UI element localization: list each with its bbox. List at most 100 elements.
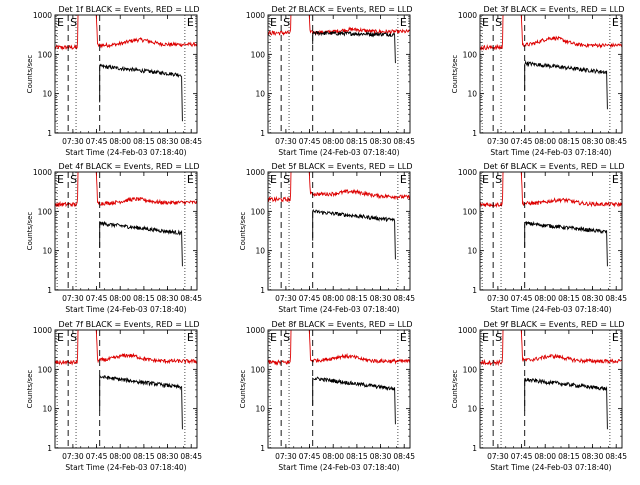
chart-panel: Det 5f BLACK = Events, RED = LLD Counts/s… [239,162,415,314]
marker-label: S [283,331,290,344]
y-tick-label: 100 [463,365,478,374]
x-tick-label: 08:15 [346,294,368,303]
y-tick-label: 100 [38,365,53,374]
chart-title: Det 1f BLACK = Events, RED = LLD [58,5,199,14]
y-tick-label: 1 [260,129,265,138]
y-tick-label: 10 [467,90,477,99]
x-tick-label: 08:00 [322,137,344,146]
x-tick-label: 07:30 [62,452,84,461]
x-tick-label: 08:30 [370,137,392,146]
y-tick-label: 100 [251,50,266,59]
x-tick-label: 07:45 [86,294,108,303]
chart-panel: Det 3f BLACK = Events, RED = LLD Counts/s… [451,5,627,157]
x-tick-label: 08:15 [558,452,580,461]
y-tick-label: 1 [47,286,52,295]
y-tick-label: 10 [255,90,265,99]
marker-label: E [400,16,407,29]
y-tick-label: 1000 [246,11,265,20]
y-tick-label: 10 [42,90,52,99]
series-line-lld [268,172,410,203]
y-tick-label: 10 [467,247,477,256]
x-tick-label: 07:45 [299,137,321,146]
series-line-lld [268,330,410,366]
y-tick-label: 1000 [33,326,52,335]
x-tick-label: 08:30 [157,294,179,303]
series-line-events [99,63,183,122]
y-tick-label: 1000 [458,11,477,20]
y-tick-label: 1 [260,444,265,453]
y-tick-label: 1000 [458,168,477,177]
chart-title: Det 6f BLACK = Events, RED = LLD [483,162,624,171]
plot-frame [267,171,411,291]
series-line-events [99,220,183,267]
x-tick-label: 07:30 [275,294,297,303]
x-tick-label: 08:00 [534,294,556,303]
series-line-events [524,220,608,267]
y-tick-label: 10 [42,247,52,256]
x-tick-label: 08:15 [346,452,368,461]
x-tick-label: 08:45 [393,137,415,146]
x-tick-label: 08:00 [109,452,131,461]
x-tick-label: 07:45 [511,452,533,461]
x-tick-label: 07:30 [62,294,84,303]
marker-label: S [283,16,290,29]
y-tick-label: 10 [42,405,52,414]
y-tick-label: 10 [255,405,265,414]
x-axis-label: Start Time (24-Feb-03 07:18:40) [278,148,399,157]
series-line-events [524,377,608,430]
chart-title: Det 7f BLACK = Events, RED = LLD [58,320,199,329]
marker-label: E [187,173,194,186]
y-tick-label: 1000 [246,168,265,177]
x-axis-label: Start Time (24-Feb-03 07:18:40) [278,463,399,472]
x-tick-label: 08:45 [393,452,415,461]
series-line-lld [55,330,197,366]
marker-label: E [612,173,619,186]
y-axis-label: Counts/sec [239,212,247,251]
x-tick-label: 08:15 [558,137,580,146]
y-tick-label: 1000 [458,326,477,335]
y-tick-label: 100 [38,207,53,216]
x-tick-label: 07:30 [62,137,84,146]
x-tick-label: 08:45 [393,294,415,303]
marker-label: E [482,16,489,29]
x-axis-label: Start Time (24-Feb-03 07:18:40) [65,463,186,472]
y-axis-label: Counts/sec [26,370,34,409]
chart-title: Det 5f BLACK = Events, RED = LLD [271,162,412,171]
y-tick-label: 1000 [246,326,265,335]
chart-panel: Det 9f BLACK = Events, RED = LLD Counts/s… [451,320,627,472]
chart-panel: Det 4f BLACK = Events, RED = LLD Counts/s… [26,162,202,314]
marker-label: E [270,331,277,344]
y-tick-label: 100 [251,207,266,216]
x-tick-label: 08:00 [322,294,344,303]
plot-frame [267,14,411,134]
y-tick-label: 100 [463,50,478,59]
marker-label: S [70,173,77,186]
x-tick-label: 07:45 [299,452,321,461]
chart-title: Det 3f BLACK = Events, RED = LLD [483,5,624,14]
chart-title: Det 8f BLACK = Events, RED = LLD [271,320,412,329]
series-line-lld [55,172,197,208]
plot-frame [54,171,198,291]
x-tick-label: 08:30 [370,294,392,303]
x-tick-label: 08:45 [605,452,627,461]
x-tick-label: 08:00 [534,137,556,146]
x-tick-label: 08:45 [180,452,202,461]
x-tick-label: 08:15 [133,294,155,303]
marker-label: E [57,16,64,29]
chart-panel: Det 8f BLACK = Events, RED = LLD Counts/s… [239,320,415,472]
marker-label: E [270,16,277,29]
x-tick-label: 08:15 [346,137,368,146]
series-line-lld [480,172,622,208]
marker-label: S [495,16,502,29]
series-line-events [524,59,608,110]
plot-frame [267,329,411,449]
x-tick-label: 07:45 [86,452,108,461]
marker-label: S [283,173,290,186]
y-tick-label: 1 [260,286,265,295]
x-axis-label: Start Time (24-Feb-03 07:18:40) [490,463,611,472]
chart-panel: Det 7f BLACK = Events, RED = LLD Counts/s… [26,320,202,472]
chart-title: Det 4f BLACK = Events, RED = LLD [58,162,199,171]
x-tick-label: 07:30 [275,452,297,461]
